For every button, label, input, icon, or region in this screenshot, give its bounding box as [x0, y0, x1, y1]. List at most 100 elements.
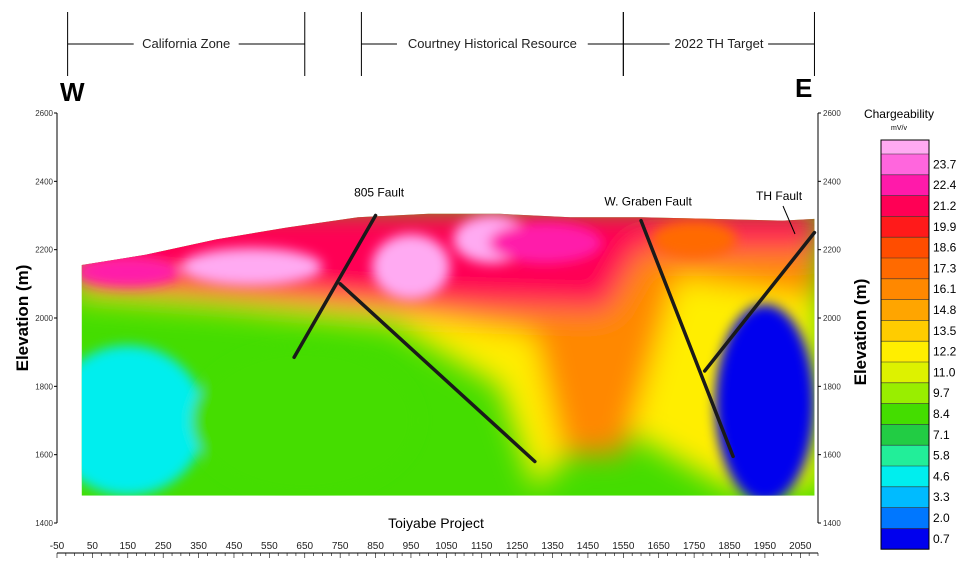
x-tick-label: 850 [367, 541, 384, 552]
x-tick-label: 1150 [471, 541, 493, 552]
zone-label: California Zone [142, 36, 230, 51]
x-tick-label: 450 [226, 541, 243, 552]
y-tick-label-left: 2200 [35, 246, 53, 255]
x-tick-label: 950 [403, 541, 420, 552]
legend-value-label: 0.7 [933, 532, 950, 546]
chargeability-anomaly [81, 256, 181, 288]
legend-swatch-top [881, 140, 929, 154]
fault-label: TH Fault [756, 189, 803, 203]
legend-swatch [881, 424, 929, 446]
left-axis-title: Elevation (m) [13, 265, 32, 372]
legend-value-label: 3.3 [933, 490, 950, 504]
legend-swatch [881, 445, 929, 466]
legend-swatch [881, 466, 929, 487]
x-tick-label: 1050 [435, 541, 458, 552]
y-tick-label-right: 1400 [823, 519, 841, 528]
legend-swatch [881, 507, 929, 529]
section-fill [81, 213, 815, 496]
legend-value-label: 2.0 [933, 511, 950, 525]
fault-label: 805 Fault [354, 186, 405, 200]
legend-value-label: 13.5 [933, 324, 957, 338]
legend-value-label: 7.1 [933, 428, 950, 442]
y-tick-label-right: 2200 [823, 246, 841, 255]
x-tick-label: 50 [87, 541, 99, 552]
zone-label-bg [133, 36, 239, 51]
chargeability-anomaly [651, 220, 737, 259]
faults: 805 Fault W. Graben Fault TH Fault [292, 186, 817, 464]
legend-swatch [881, 341, 929, 362]
legend-swatch [881, 195, 929, 217]
legend-value-label: 22.4 [933, 178, 957, 192]
legend-swatch [881, 154, 929, 175]
chargeability-section [81, 213, 815, 496]
legend-value-label: 17.3 [933, 261, 957, 275]
legend-swatch [881, 528, 929, 550]
zone-label-bg [396, 36, 588, 51]
chargeability-anomaly [488, 222, 603, 264]
x-tick-label: 1750 [683, 541, 706, 552]
legend-swatch [881, 320, 929, 342]
y-tick-label-right: 1800 [823, 382, 841, 391]
y-tick-label-right: 2000 [823, 314, 841, 323]
y-tick-label-left: 2600 [35, 109, 53, 118]
zone-label-bg [669, 36, 769, 51]
west-label: W [60, 77, 85, 107]
chargeability-anomaly [81, 345, 206, 496]
x-tick-label: -50 [50, 541, 65, 552]
x-tick-label: 1250 [506, 541, 529, 552]
east-label: E [795, 73, 812, 103]
fault-label-leader [782, 205, 796, 235]
legend-swatch [881, 382, 929, 404]
legend-swatch [881, 216, 929, 238]
x-tick-label: 250 [155, 541, 172, 552]
legend-swatch [881, 486, 929, 508]
y-tick-label-left: 1400 [35, 519, 53, 528]
y-tick-label-right: 2600 [823, 109, 841, 118]
legend-value-label: 14.8 [933, 303, 957, 317]
x-tick-label: 1950 [754, 541, 777, 552]
legend-unit: mV/v [891, 125, 907, 132]
chargeability-anomaly [372, 234, 450, 300]
legend-swatch [881, 299, 929, 321]
legend-value-label: 5.8 [933, 449, 950, 463]
y-tick-label-right: 1600 [823, 451, 841, 460]
x-tick-label: 750 [332, 541, 349, 552]
chargeability-anomaly [715, 304, 815, 496]
legend-title: Chargeability [864, 107, 934, 121]
y-tick-label-left: 2000 [35, 314, 53, 323]
chargeability-anomaly [180, 247, 323, 286]
legend-value-label: 12.2 [933, 345, 957, 359]
legend-swatch [881, 258, 929, 279]
legend-value-label: 4.6 [933, 469, 950, 483]
x-tick-label: 150 [119, 541, 136, 552]
legend-value-label: 9.7 [933, 386, 950, 400]
legend-value-label: 18.6 [933, 241, 957, 255]
fault-line [702, 230, 817, 373]
legend-value-label: 23.7 [933, 157, 957, 171]
fault-line [292, 213, 378, 360]
legend-border [880, 139, 930, 550]
legend-swatch [881, 403, 929, 425]
x-tick-label: 550 [261, 541, 278, 552]
y-tick-label-left: 1800 [35, 382, 53, 391]
x-tick-label: 1850 [718, 541, 741, 552]
x-tick-label: 650 [296, 541, 313, 552]
x-tick-label: 350 [190, 541, 207, 552]
y-tick-label-right: 2400 [823, 177, 841, 186]
zone-label: Courtney Historical Resource [408, 36, 577, 51]
zone-label: 2022 TH Target [674, 36, 764, 51]
x-tick-label: 1550 [612, 541, 635, 552]
legend-value-label: 8.4 [933, 407, 950, 421]
right-axis-title: Elevation (m) [851, 279, 870, 386]
legend-swatch [881, 278, 929, 300]
anomaly-group [81, 215, 815, 496]
legend-value-label: 16.1 [933, 282, 957, 296]
x-tick-label: 1650 [648, 541, 671, 552]
fault-line [338, 282, 537, 464]
legend-value-label: 11.0 [933, 365, 956, 379]
x-tick-label: 1450 [577, 541, 600, 552]
fault-label: W. Graben Fault [604, 194, 692, 208]
project-label: Toiyabe Project [388, 515, 484, 531]
legend-swatch [881, 174, 929, 196]
